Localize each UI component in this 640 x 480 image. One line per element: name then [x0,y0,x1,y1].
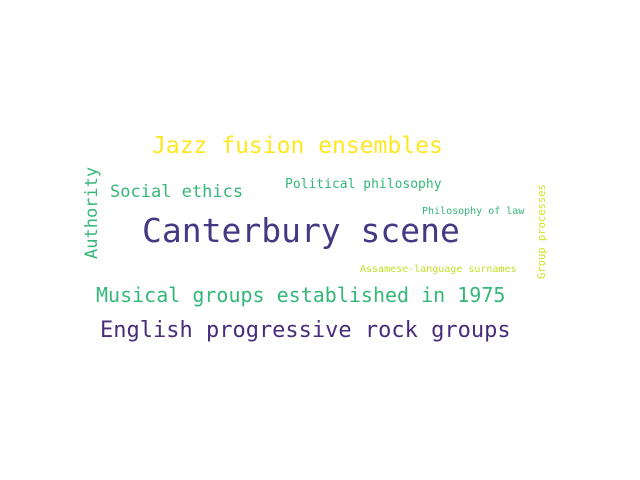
word-political-philosophy: Political philosophy [285,177,442,192]
word-authority: Authority [82,166,102,259]
word-social-ethics: Social ethics [110,182,244,202]
word-english-progressive-rock-groups: English progressive rock groups [100,318,511,343]
word-jazz-fusion-ensembles: Jazz fusion ensembles [152,133,443,159]
word-musical-groups-established-in-1975: Musical groups established in 1975 [96,283,506,307]
word-canterbury-scene: Canterbury scene [142,211,460,250]
word-assamese-language-surnames: Assamese-language surnames [360,264,517,275]
word-philosophy-of-law: Philosophy of law [422,206,525,217]
word-group-processes: Group processes [536,184,548,279]
